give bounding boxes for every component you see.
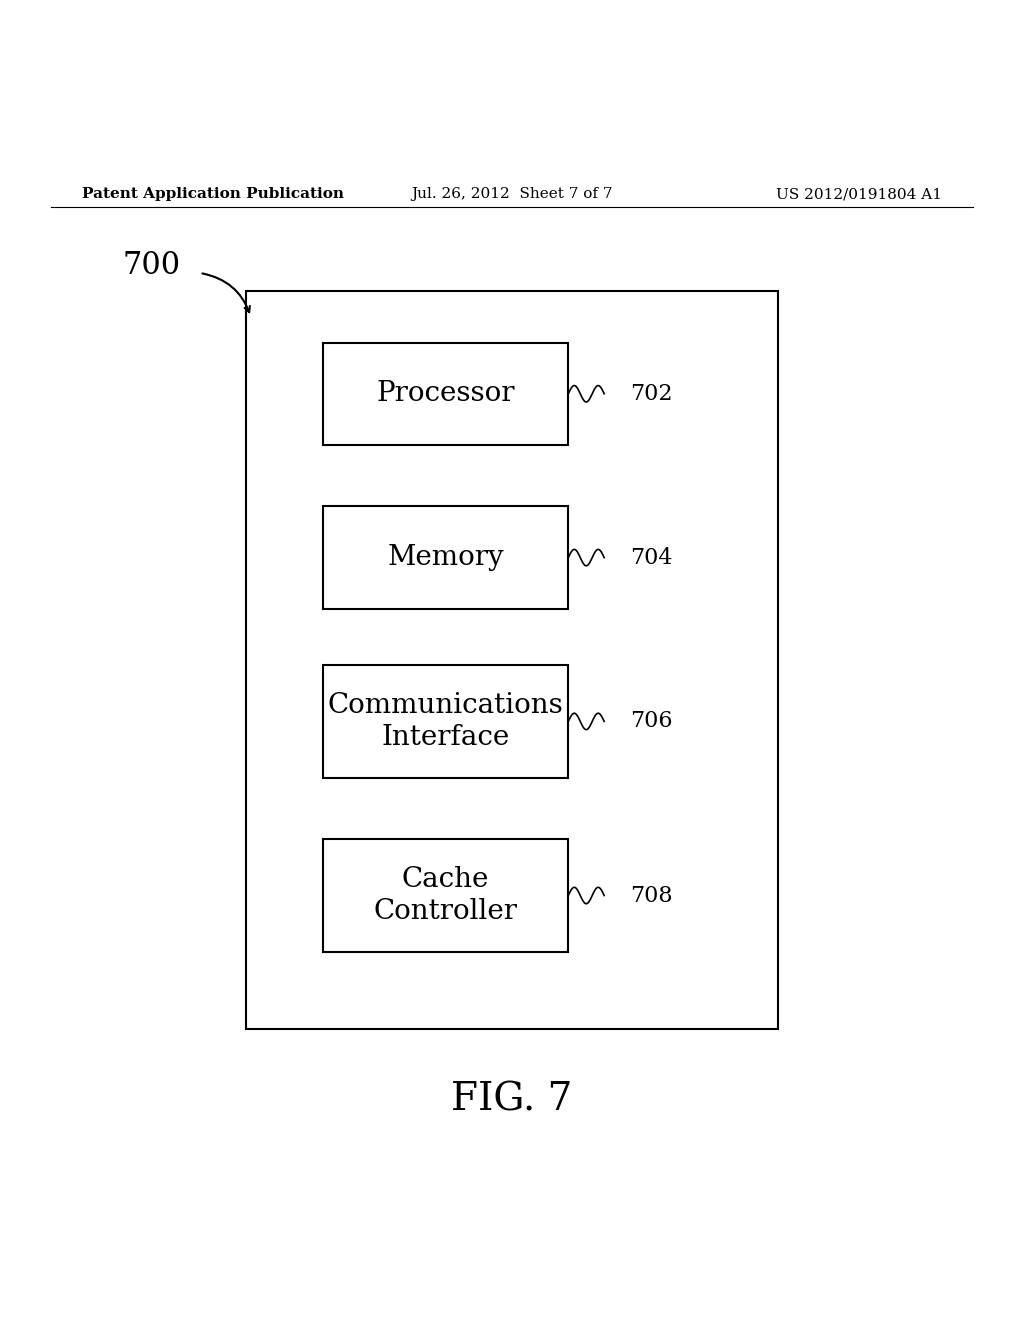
Text: Patent Application Publication: Patent Application Publication [82,187,344,201]
Text: 702: 702 [630,383,673,405]
Text: 706: 706 [630,710,673,733]
FancyBboxPatch shape [323,507,568,609]
Text: Processor: Processor [376,380,515,408]
FancyBboxPatch shape [246,292,778,1028]
Text: FIG. 7: FIG. 7 [452,1082,572,1119]
Text: Communications
Interface: Communications Interface [328,692,563,751]
FancyBboxPatch shape [323,840,568,952]
FancyBboxPatch shape [323,665,568,777]
Text: 704: 704 [630,546,673,569]
Text: Jul. 26, 2012  Sheet 7 of 7: Jul. 26, 2012 Sheet 7 of 7 [412,187,612,201]
Text: 708: 708 [630,884,673,907]
Text: Cache
Controller: Cache Controller [374,866,517,924]
Text: 700: 700 [123,251,181,281]
FancyBboxPatch shape [323,343,568,445]
Text: US 2012/0191804 A1: US 2012/0191804 A1 [776,187,942,201]
Text: Memory: Memory [387,544,504,572]
